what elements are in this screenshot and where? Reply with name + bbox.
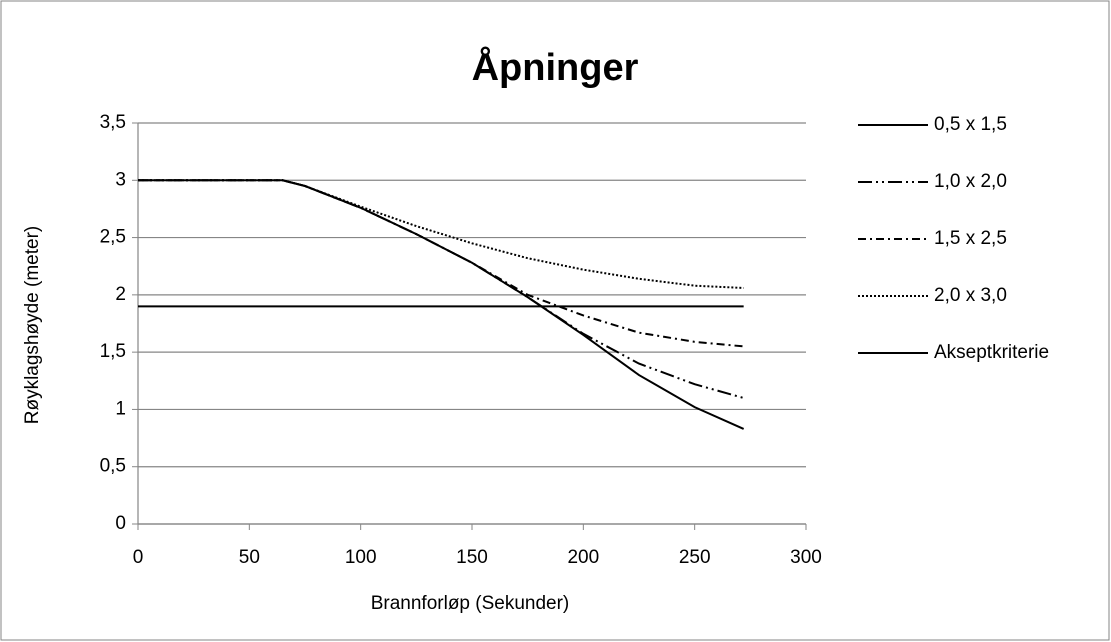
y-tick-label: 3,5 xyxy=(100,112,126,133)
y-tick-label: 1,5 xyxy=(100,341,126,362)
y-tick-label: 1 xyxy=(115,398,126,419)
chart-title: Åpninger xyxy=(472,45,639,89)
series-line xyxy=(138,179,744,348)
x-tick-label: 250 xyxy=(679,547,711,568)
x-tick-label: 50 xyxy=(239,547,260,568)
x-axis-label: Brannforløp (Sekunder) xyxy=(371,593,570,614)
y-tick-label: 2 xyxy=(115,284,126,305)
y-tick-label: 2,5 xyxy=(100,227,126,248)
x-tick-label: 150 xyxy=(456,547,488,568)
x-tick-label: 200 xyxy=(567,547,599,568)
y-tick-label: 3 xyxy=(115,169,126,190)
legend-label: 1,0 x 2,0 xyxy=(934,171,1007,192)
legend-label: Akseptkriterie xyxy=(934,342,1049,363)
x-tick-label: 0 xyxy=(133,547,144,568)
y-axis-label: Røyklagshøyde (meter) xyxy=(22,226,43,425)
legend-label: 2,0 x 3,0 xyxy=(934,285,1007,306)
x-tick-label: 100 xyxy=(345,547,377,568)
y-tick-label: 0,5 xyxy=(100,456,126,477)
legend-label: 1,5 x 2,5 xyxy=(934,228,1007,249)
legend-label: 0,5 x 1,5 xyxy=(934,114,1007,135)
y-tick-label: 0 xyxy=(115,513,126,534)
x-tick-label: 300 xyxy=(790,547,822,568)
